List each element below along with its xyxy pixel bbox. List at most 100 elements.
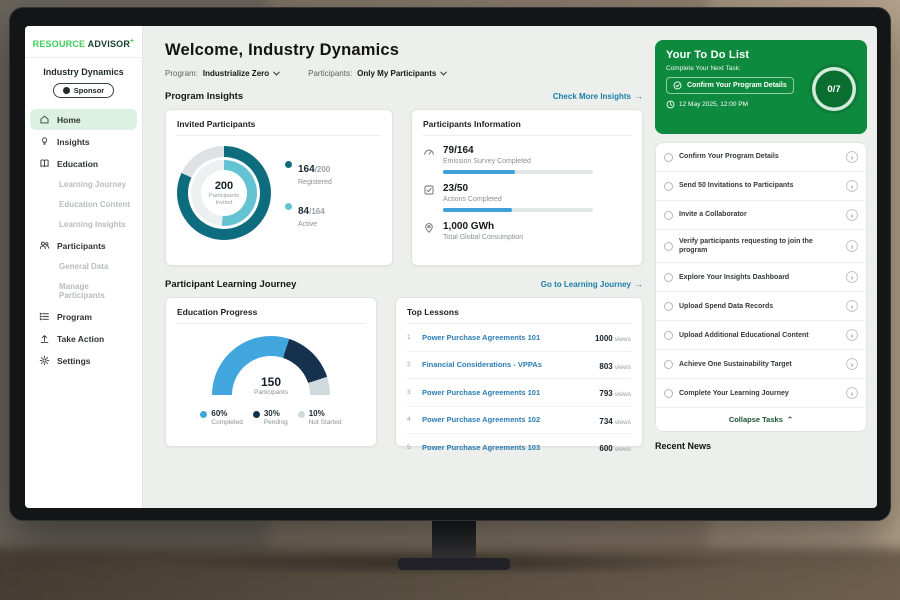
- task-checkbox[interactable]: [664, 181, 673, 191]
- legend-item-registered: 164/200 Registered: [285, 159, 332, 186]
- todo-summary-card: Your To Do List Complete Your Next Task:…: [655, 40, 867, 134]
- task-checkbox[interactable]: [664, 359, 673, 369]
- monitor-stand-base: [398, 558, 510, 570]
- recent-news-title: Recent News: [655, 441, 712, 452]
- chevron-right-icon[interactable]: ›: [846, 151, 858, 163]
- program-insights-header: Program Insights Check More Insights →: [165, 91, 643, 102]
- home-icon: [39, 114, 50, 125]
- sidebar-item-general-data[interactable]: General Data: [59, 262, 109, 271]
- app-logo: RESOURCE ADVISOR+: [25, 38, 142, 58]
- chevron-right-icon[interactable]: ›: [846, 329, 858, 342]
- task-checkbox[interactable]: [664, 241, 673, 251]
- check-square-icon: [423, 183, 435, 212]
- invited-center-label: Participants Invited: [208, 192, 240, 206]
- sidebar-item-learning-insights[interactable]: Learning Insights: [59, 220, 126, 229]
- task-row[interactable]: Upload Spend Data Records ›: [656, 292, 866, 322]
- legend-dot: [200, 411, 208, 418]
- lightbulb-icon: [39, 136, 50, 147]
- legend-item-pending: 30% Pending: [252, 409, 288, 426]
- sidebar-item-learning-journey[interactable]: Learning Journey: [59, 180, 127, 189]
- chevron-right-icon[interactable]: ›: [846, 180, 858, 192]
- sidebar-item-insights[interactable]: Insights: [30, 131, 137, 152]
- chevron-right-icon[interactable]: ›: [846, 240, 858, 253]
- task-checkbox[interactable]: [664, 210, 673, 220]
- legend-dot: [285, 202, 292, 210]
- lesson-row: 3 Power Purchase Agreements 101 793 views: [407, 379, 631, 407]
- lesson-row: 4 Power Purchase Agreements 102 734 views: [407, 407, 631, 434]
- go-to-learning-journey-link[interactable]: Go to Learning Journey →: [540, 280, 643, 289]
- program-filter-dropdown[interactable]: Industrialize Zero: [203, 69, 280, 78]
- chevron-right-icon[interactable]: ›: [846, 271, 858, 284]
- task-list: Confirm Your Program Details › Send 50 I…: [655, 142, 867, 433]
- lesson-row: 1 Power Purchase Agreements 101 1000 view…: [407, 324, 631, 352]
- lesson-link[interactable]: Power Purchase Agreements 101: [422, 387, 541, 397]
- participants-filter-dropdown[interactable]: Only My Participants: [357, 69, 448, 78]
- info-row-actions: 23/50 Actions Completed: [423, 183, 631, 212]
- monitor-frame: RESOURCE ADVISOR+ Industry Dynamics Spon…: [9, 7, 891, 521]
- check-circle-icon: [673, 81, 682, 90]
- collapse-tasks-button[interactable]: Collapse Tasks ⌃: [728, 415, 794, 425]
- task-row[interactable]: Verify participants requesting to join t…: [656, 230, 866, 264]
- task-row[interactable]: Complete Your Learning Journey ›: [656, 379, 866, 409]
- info-row-consumption: 1,000 GWh Total Global Consumption: [423, 221, 631, 241]
- card-title: Top Lessons: [407, 307, 631, 324]
- card-title: Education Progress: [177, 307, 365, 324]
- chevron-right-icon[interactable]: ›: [846, 387, 858, 400]
- task-row[interactable]: Upload Additional Educational Content ›: [656, 321, 866, 351]
- legend-item-active: 84/164 Active: [285, 201, 332, 228]
- invited-legend: 164/200 Registered 84/164 Active: [285, 159, 332, 228]
- lesson-link[interactable]: Power Purchase Agreements 102: [422, 415, 541, 424]
- legend-dot: [297, 411, 305, 418]
- gauge-center-value: 150: [260, 375, 282, 389]
- program-filter-label: Program:: [165, 69, 198, 78]
- chevron-down-icon: [273, 69, 280, 78]
- gauge-center-label: Participants: [254, 389, 288, 395]
- education-progress-card: Education Progress 150 Participants: [165, 297, 377, 447]
- chevron-right-icon[interactable]: ›: [846, 358, 858, 371]
- sponsor-icon: [62, 87, 70, 94]
- participants-filter-label: Participants:: [308, 69, 353, 78]
- task-checkbox[interactable]: [664, 272, 673, 282]
- people-icon: [39, 240, 50, 251]
- task-checkbox[interactable]: [664, 330, 673, 340]
- sidebar-item-education[interactable]: Education: [30, 153, 137, 174]
- task-checkbox[interactable]: [664, 388, 673, 398]
- monitor-stand-neck: [432, 518, 476, 562]
- participants-information-card: Participants Information 79/164 Emission…: [411, 109, 643, 266]
- section-title-learning-journey: Participant Learning Journey: [165, 279, 297, 290]
- card-title: Participants Information: [423, 119, 631, 136]
- check-more-insights-link[interactable]: Check More Insights →: [552, 92, 643, 101]
- task-row[interactable]: Explore Your Insights Dashboard ›: [656, 263, 866, 293]
- clock-icon: [666, 100, 675, 109]
- sidebar-item-settings[interactable]: Settings: [30, 350, 137, 371]
- lesson-link[interactable]: Power Purchase Agreements 103: [422, 442, 541, 452]
- lesson-link[interactable]: Financial Considerations - VPPAs: [422, 360, 542, 369]
- app-window: RESOURCE ADVISOR+ Industry Dynamics Spon…: [25, 26, 877, 508]
- book-icon: [39, 158, 50, 169]
- page-title: Welcome, Industry Dynamics: [165, 41, 400, 59]
- lesson-link[interactable]: Power Purchase Agreements 101: [422, 332, 541, 342]
- todo-next-task[interactable]: Confirm Your Program Details: [666, 77, 794, 94]
- invited-participants-card: Invited Participants 200 Participants In…: [165, 109, 393, 266]
- section-title-program-insights: Program Insights: [165, 91, 244, 102]
- sidebar-item-participants[interactable]: Participants: [30, 235, 137, 256]
- task-row[interactable]: Confirm Your Program Details ›: [656, 143, 866, 172]
- chevron-up-icon: ⌃: [786, 415, 794, 425]
- sidebar-item-program[interactable]: Program: [30, 306, 137, 327]
- location-pin-icon: [423, 221, 435, 241]
- invited-center-value: 200: [214, 179, 234, 192]
- task-checkbox[interactable]: [664, 301, 673, 311]
- sidebar-item-education-content[interactable]: Education Content: [59, 200, 131, 209]
- task-checkbox[interactable]: [664, 152, 673, 162]
- program-filter: Program: Industrialize Zero: [165, 69, 280, 78]
- chevron-right-icon[interactable]: ›: [846, 209, 858, 221]
- task-row[interactable]: Send 50 Invitations to Participants ›: [656, 172, 866, 201]
- learning-journey-header: Participant Learning Journey Go to Learn…: [165, 279, 643, 290]
- sidebar-item-take-action[interactable]: Take Action: [30, 328, 137, 349]
- sidebar-item-manage-participants[interactable]: Manage Participants: [59, 282, 105, 300]
- task-row[interactable]: Invite a Collaborator ›: [656, 201, 866, 230]
- chevron-right-icon[interactable]: ›: [846, 300, 858, 313]
- task-row[interactable]: Achieve One Sustainability Target ›: [656, 350, 866, 380]
- sponsor-badge: Sponsor: [52, 83, 115, 98]
- sidebar-item-home[interactable]: Home: [30, 109, 137, 130]
